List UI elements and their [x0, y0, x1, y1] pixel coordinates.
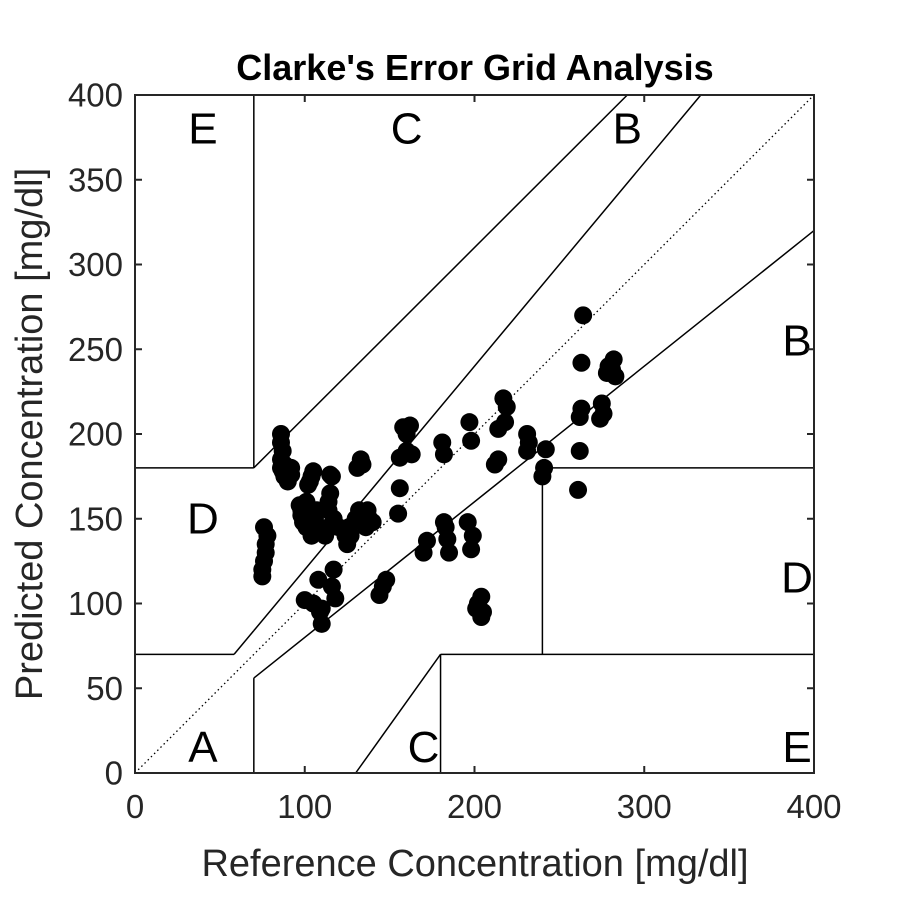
data-point	[460, 413, 479, 432]
data-point	[258, 526, 277, 545]
data-point	[402, 445, 421, 464]
data-point	[604, 350, 623, 369]
y-tick-label: 300	[68, 246, 123, 283]
data-point	[363, 513, 382, 532]
data-point	[389, 504, 408, 523]
data-point	[438, 530, 457, 549]
y-tick-label: 50	[86, 670, 123, 707]
zone-label-c: C	[408, 723, 440, 772]
data-point	[462, 540, 481, 559]
data-point	[322, 467, 341, 486]
zone-labels: E C B B D D A C E	[187, 104, 813, 772]
data-point	[282, 458, 301, 477]
zone-label-d: D	[781, 554, 813, 603]
data-point	[473, 602, 492, 621]
data-point	[496, 413, 515, 432]
zone-boundary-line	[253, 94, 628, 469]
y-tick-label: 100	[68, 585, 123, 622]
data-point	[309, 570, 328, 589]
zone-label-c: C	[391, 104, 423, 153]
data-point	[440, 543, 459, 562]
data-point	[312, 614, 331, 633]
data-point	[390, 479, 409, 498]
data-point	[462, 431, 481, 450]
data-point	[434, 445, 453, 464]
y-axis-label: Predicted Concentration [mg/dl]	[9, 168, 51, 700]
x-tick-label: 0	[126, 788, 144, 825]
data-point	[572, 399, 591, 418]
zone-label-e: E	[782, 723, 811, 772]
x-axis-ticks: 0 100 200 300 400	[126, 95, 842, 825]
data-point	[497, 397, 516, 416]
y-tick-label: 0	[105, 755, 123, 792]
data-point	[574, 306, 593, 325]
data-point	[463, 526, 482, 545]
x-tick-label: 200	[447, 788, 502, 825]
data-points	[253, 306, 625, 633]
zone-boundary-line	[355, 653, 442, 774]
data-point	[312, 599, 331, 618]
y-tick-label: 400	[68, 77, 123, 114]
data-point	[324, 560, 343, 579]
zone-boundary-line	[233, 630, 255, 655]
zone-label-e: E	[188, 104, 217, 153]
data-point	[341, 526, 360, 545]
data-point	[606, 367, 625, 386]
data-point	[326, 589, 345, 608]
data-point	[570, 441, 589, 460]
y-tick-label: 350	[68, 161, 123, 198]
data-point	[321, 484, 340, 503]
data-point	[400, 416, 419, 435]
x-tick-label: 300	[617, 788, 672, 825]
y-tick-label: 200	[68, 416, 123, 453]
data-point	[304, 462, 323, 481]
data-point	[417, 531, 436, 550]
data-point	[458, 513, 477, 532]
data-point	[594, 404, 613, 423]
y-axis-ticks: 0 50 100 150 200 250 300 350 400	[68, 77, 814, 792]
data-point	[536, 440, 555, 459]
x-tick-label: 400	[786, 788, 841, 825]
data-point	[535, 458, 554, 477]
x-tick-label: 100	[277, 788, 332, 825]
data-point	[489, 450, 508, 469]
data-point	[377, 570, 396, 589]
zone-label-b: B	[782, 316, 811, 365]
y-tick-label: 150	[68, 500, 123, 537]
data-point	[572, 353, 591, 372]
zone-label-d: D	[187, 494, 219, 543]
data-point	[273, 441, 292, 460]
chart-title: Clarke's Error Grid Analysis	[236, 47, 713, 88]
y-tick-label: 250	[68, 331, 123, 368]
data-point	[569, 480, 588, 499]
x-axis-label: Reference Concentration [mg/dl]	[201, 843, 748, 885]
zone-label-a: A	[188, 723, 218, 772]
data-point	[519, 433, 538, 452]
zone-label-b: B	[613, 104, 642, 153]
data-point	[472, 587, 491, 606]
data-point	[353, 455, 372, 474]
